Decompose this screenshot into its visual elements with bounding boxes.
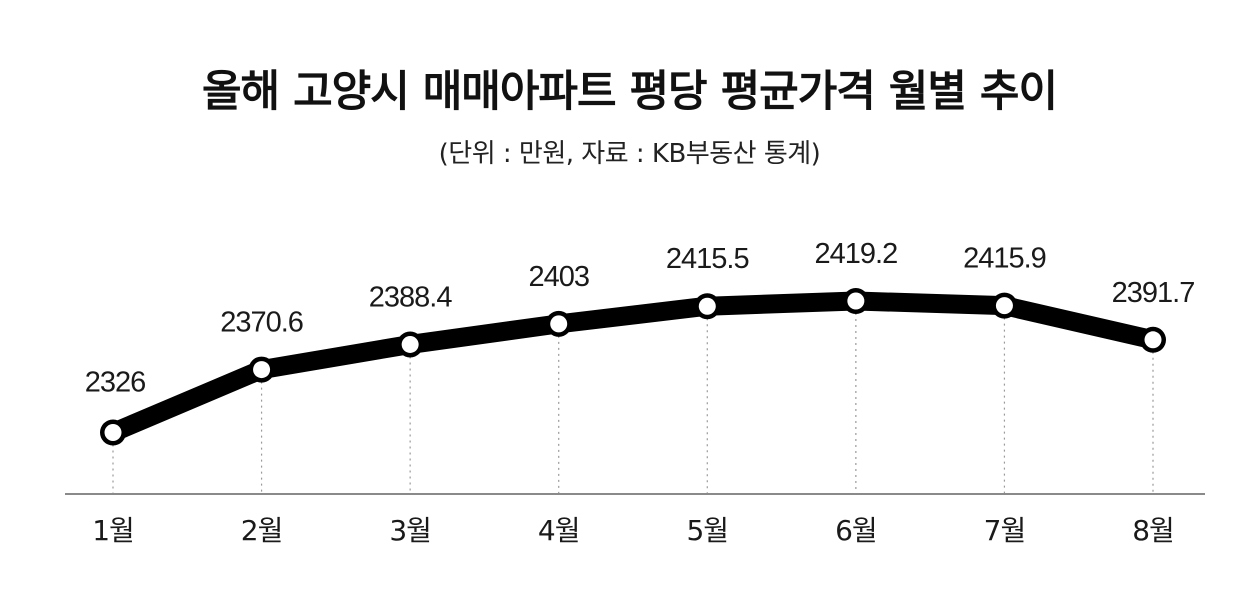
series-markers bbox=[100, 288, 1166, 446]
x-tick-label: 1월 bbox=[92, 514, 134, 547]
data-point bbox=[995, 297, 1013, 315]
data-label: 2391.7 bbox=[1112, 277, 1195, 309]
x-tick-label: 3월 bbox=[389, 514, 431, 547]
data-point bbox=[1144, 331, 1162, 349]
data-label: 2388.4 bbox=[369, 281, 453, 313]
data-point bbox=[550, 315, 568, 333]
x-tick-label: 4월 bbox=[538, 514, 580, 547]
data-label: 2415.9 bbox=[963, 243, 1046, 275]
chart-subtitle: (단위 : 만원, 자료 : KB부동산 통계) bbox=[438, 139, 821, 169]
data-label: 2326 bbox=[85, 367, 146, 399]
data-point bbox=[698, 297, 716, 315]
x-tick-label: 2월 bbox=[241, 514, 283, 547]
x-tick-label: 6월 bbox=[835, 514, 877, 547]
data-label: 2370.6 bbox=[220, 307, 303, 339]
series-line bbox=[103, 291, 1163, 442]
x-tick-label: 8월 bbox=[1132, 514, 1174, 547]
data-labels: 2326 2370.6 2388.4 2403 2415.5 2419.2 2415.9 23… bbox=[85, 238, 1196, 399]
data-point bbox=[401, 335, 419, 353]
data-label: 2415.5 bbox=[666, 243, 749, 275]
data-point bbox=[847, 292, 865, 310]
data-label: 2419.2 bbox=[815, 238, 898, 270]
grid-lines bbox=[112, 301, 1154, 494]
x-tick-label: 5월 bbox=[686, 514, 728, 547]
data-point bbox=[253, 361, 271, 379]
data-point bbox=[104, 424, 122, 441]
chart-title: 올해 고양시 매매아파트 평당 평균가격 월별 추이 bbox=[201, 67, 1058, 117]
x-axis-ticks: 1월 2월 3월 4월 5월 6월 7월 8월 bbox=[92, 514, 1175, 547]
data-label: 2403 bbox=[528, 261, 589, 293]
x-tick-label: 7월 bbox=[984, 514, 1026, 547]
